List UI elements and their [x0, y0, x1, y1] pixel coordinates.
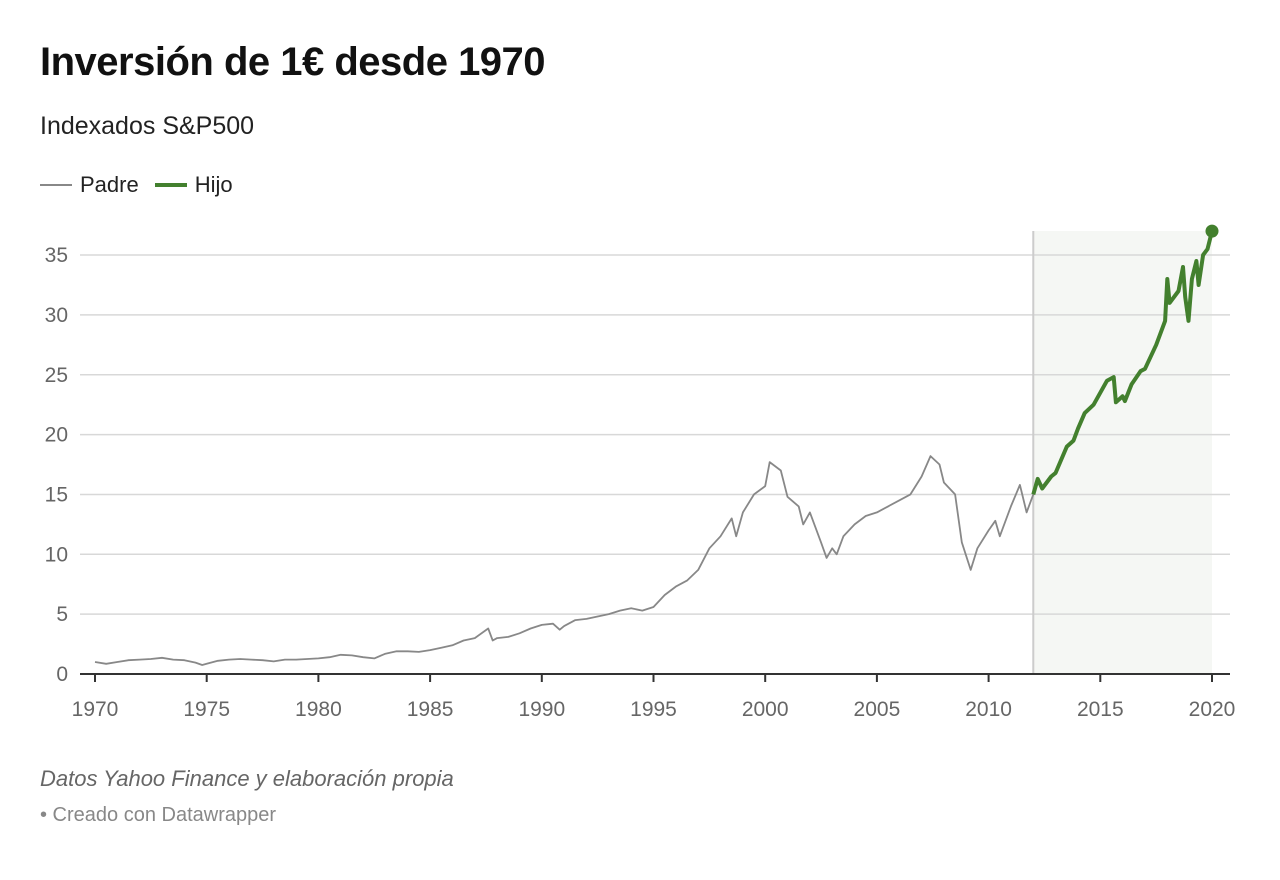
x-tick-label: 1995	[630, 698, 677, 721]
series-line-padre	[94, 455, 1035, 666]
y-tick-label: 0	[56, 663, 68, 686]
y-tick-label: 5	[56, 603, 68, 626]
credit: • Creado con Datawrapper	[40, 804, 277, 826]
chart-title: Inversión de 1€ desde 1970	[40, 40, 546, 84]
y-tick-label: 15	[45, 483, 68, 506]
x-tick-label: 2010	[965, 698, 1012, 721]
legend-swatch-hijo	[154, 183, 187, 187]
y-tick-label: 10	[45, 543, 68, 566]
x-tick-label: 1985	[407, 698, 454, 721]
x-tick-label: 2005	[854, 698, 901, 721]
x-tick-label: 1990	[518, 698, 565, 721]
x-tick-label: 1975	[183, 698, 230, 721]
legend-swatch-padre	[40, 184, 72, 186]
legend: Padre Hijo	[40, 172, 233, 198]
y-tick-label: 35	[45, 244, 68, 267]
x-tick-label: 1980	[295, 698, 342, 721]
x-tick-label: 1970	[72, 698, 119, 721]
source-note: Datos Yahoo Finance y elaboración propia	[40, 766, 454, 791]
line-chart: 0 5 10 15 20 25 30 35 1970 1975 1980 1985 1990 1995 20…	[45, 224, 1236, 721]
legend-label-padre: Padre	[80, 172, 139, 197]
y-tick-label: 30	[45, 304, 68, 327]
y-tick-label: 25	[45, 364, 68, 387]
end-point-marker	[1205, 224, 1219, 238]
x-tick-label: 2015	[1077, 698, 1124, 721]
legend-label-hijo: Hijo	[194, 172, 233, 197]
x-tick-label: 2020	[1189, 698, 1236, 721]
series-line-hijo	[1031, 230, 1214, 495]
x-tick-label: 2000	[742, 698, 789, 721]
chart-subtitle: Indexados S&P500	[40, 112, 255, 140]
y-tick-label: 20	[45, 424, 68, 447]
